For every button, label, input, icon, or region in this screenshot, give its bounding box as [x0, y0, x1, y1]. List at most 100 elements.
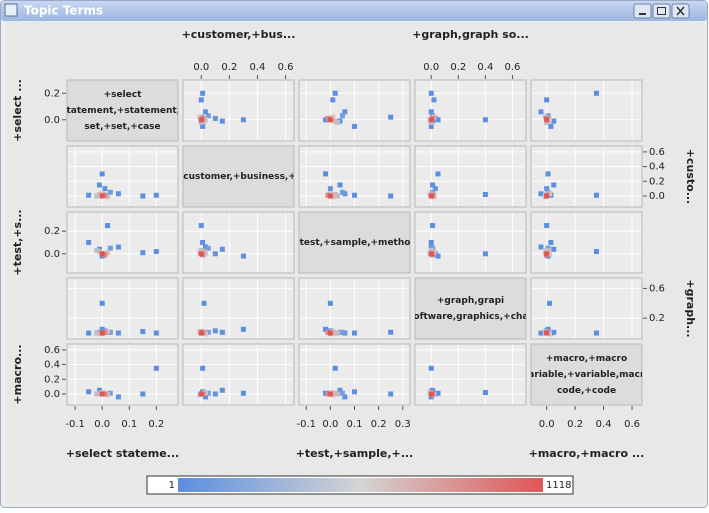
- point: [538, 191, 544, 197]
- point: [212, 251, 218, 257]
- x-tick-label: -0.1: [296, 419, 316, 430]
- point: [593, 90, 599, 96]
- point: [202, 394, 208, 400]
- colorbar-max-label: 1118: [546, 480, 571, 491]
- point: [205, 390, 211, 396]
- diagonal-label: code,+code: [557, 386, 616, 396]
- point: [327, 330, 333, 336]
- point: [428, 90, 434, 96]
- diagonal-label: +test,+sample,+method: [292, 238, 417, 248]
- diagonal-cell: [298, 211, 411, 274]
- point: [327, 193, 333, 199]
- point: [593, 330, 599, 336]
- x-axis-title: +graph,graph so...: [412, 28, 529, 41]
- y-axis-title: +custo...: [684, 149, 697, 204]
- point: [342, 394, 348, 400]
- point: [201, 249, 207, 255]
- x-tick-label: 0.0: [94, 419, 110, 430]
- point: [428, 365, 434, 371]
- point: [428, 394, 434, 400]
- point: [86, 389, 92, 395]
- x-tick-label: 0.2: [371, 419, 387, 430]
- x-tick-label: 0.1: [121, 419, 137, 430]
- y-axis-title: +graph...: [684, 279, 697, 337]
- point: [205, 329, 211, 335]
- minimize-button[interactable]: [633, 3, 652, 19]
- point: [332, 90, 338, 96]
- point: [332, 390, 338, 396]
- colorbar-min-label: 1: [169, 480, 175, 491]
- point: [198, 330, 204, 336]
- point: [544, 193, 550, 199]
- point: [94, 193, 100, 199]
- x-tick-label: 0.0: [193, 62, 209, 73]
- point: [428, 193, 434, 199]
- point: [240, 326, 246, 332]
- point: [428, 123, 434, 129]
- point: [327, 117, 333, 123]
- x-tick-label: 0.0: [423, 62, 439, 73]
- point: [435, 171, 441, 177]
- point: [94, 330, 100, 336]
- scatter-cell: [66, 277, 179, 340]
- y-axis-title: +select ...: [11, 79, 24, 142]
- point: [198, 97, 204, 103]
- point: [200, 90, 206, 96]
- y-tick-label: 0.0: [44, 389, 60, 400]
- y-tick-label: 0.0: [44, 115, 60, 126]
- point: [544, 251, 550, 257]
- point: [200, 240, 206, 245]
- point: [86, 240, 92, 245]
- point: [153, 192, 159, 198]
- point: [219, 246, 225, 252]
- point: [212, 328, 218, 334]
- point: [86, 192, 92, 198]
- point: [99, 330, 105, 336]
- x-axis-title: +test,+sample,+...: [296, 447, 414, 460]
- x-axis-title: +select stateme...: [66, 447, 179, 460]
- point: [544, 330, 550, 336]
- point: [327, 186, 333, 192]
- x-axis-title: +macro,+macro ...: [529, 447, 645, 460]
- point: [219, 118, 225, 124]
- x-tick-label: 0.0: [322, 419, 338, 430]
- diagonal-label: statement,+statement,-: [61, 106, 184, 116]
- point: [94, 391, 100, 397]
- point: [352, 123, 357, 129]
- point: [332, 118, 338, 124]
- point: [482, 390, 488, 396]
- diagonal-label: variable,+variable,macro: [522, 370, 650, 380]
- point: [140, 391, 146, 397]
- point: [339, 329, 345, 335]
- maximize-button[interactable]: [652, 3, 671, 19]
- point: [202, 109, 208, 115]
- point: [428, 240, 434, 245]
- point: [323, 326, 329, 332]
- x-tick-label: -0.1: [65, 419, 85, 430]
- point: [342, 109, 348, 115]
- y-tick-label: 0.6: [649, 283, 665, 294]
- point: [435, 117, 441, 123]
- scatter-cell: [530, 79, 643, 142]
- point: [339, 390, 345, 396]
- point: [593, 249, 599, 255]
- scatter-cell: [182, 79, 295, 142]
- point: [544, 97, 550, 103]
- y-tick-label: 0.6: [44, 345, 60, 356]
- point: [551, 329, 557, 335]
- point: [105, 194, 111, 200]
- diagonal-label: software,graphics,+char: [408, 312, 533, 322]
- point: [107, 390, 113, 396]
- point: [99, 171, 105, 177]
- point: [428, 391, 434, 397]
- point: [153, 365, 159, 371]
- point: [240, 390, 246, 396]
- point: [240, 253, 246, 259]
- point: [547, 300, 552, 306]
- x-tick-label: 0.6: [278, 62, 294, 73]
- close-icon: [676, 6, 685, 16]
- point: [140, 193, 146, 199]
- point: [115, 244, 121, 250]
- point: [105, 329, 111, 335]
- point: [431, 97, 437, 103]
